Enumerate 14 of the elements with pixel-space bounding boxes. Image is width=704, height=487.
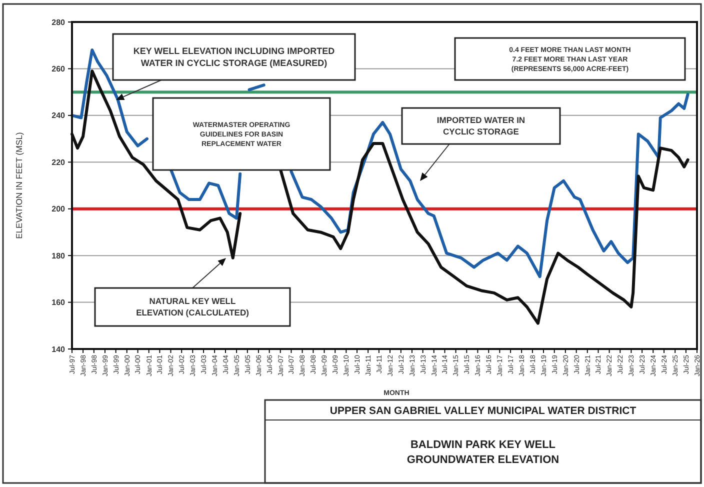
text: UPPER SAN GABRIEL VALLEY MUNICIPAL WATER DISTRICT — [330, 405, 637, 417]
annotation: KEY WELL ELEVATION INCLUDING IMPORTED WATER IN CYCLIC STORAGE (MEASURED) — [133, 46, 336, 68]
text: BALDWIN PARK KEY WELL GROUNDWATER ELEVATION — [406, 439, 560, 466]
annotation: IMPORTED WATER IN CYCLIC STORAGE — [436, 115, 526, 137]
y-tick-label: 140 — [52, 344, 66, 354]
y-tick-label: 220 — [52, 158, 66, 167]
y-tick-label: 160 — [52, 298, 66, 308]
y-tick-label: 280 — [52, 18, 66, 27]
y-tick-label: 200 — [52, 204, 66, 214]
y-tick-label: 240 — [52, 111, 66, 120]
annotation: NATURAL KEY WELL ELEVATION (CALCULATED) — [136, 296, 250, 318]
y-tick-label: 260 — [52, 64, 66, 74]
y-axis-title: ELEVATION IN FEET (MSL) — [14, 132, 24, 239]
y-tick-label: 180 — [52, 251, 66, 260]
